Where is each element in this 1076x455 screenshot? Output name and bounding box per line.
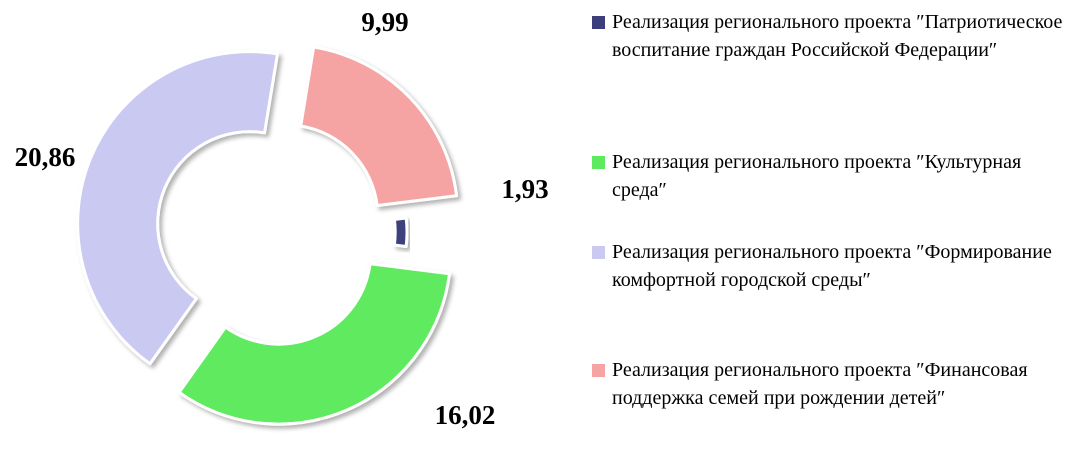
doughnut-segment — [177, 262, 451, 426]
legend-label: Реализация регионального проекта ″Патрио… — [612, 11, 1063, 61]
chart: 1,93 16,02 20,86 9,99 — [15, 7, 549, 430]
legend-label: Реализация регионального проекта ″Культу… — [612, 151, 1022, 201]
legend-item: Реализация регионального проекта ″Формир… — [592, 238, 1067, 294]
legend-swatch — [592, 16, 605, 29]
legend-item: Реализация регионального проекта ″Финанс… — [592, 356, 1067, 412]
legend-swatch — [592, 156, 605, 169]
legend-label: Реализация регионального проекта ″Формир… — [612, 241, 1052, 291]
legend-swatch — [592, 246, 605, 259]
data-label: 16,02 — [435, 400, 496, 430]
legend-swatch — [592, 364, 605, 377]
doughnut-segment — [299, 45, 459, 208]
data-label: 9,99 — [361, 7, 408, 37]
doughnut-segment — [392, 216, 409, 249]
legend-item: Реализация регионального проекта ″Культу… — [592, 148, 1067, 204]
legend-label: Реализация регионального проекта ″Финанс… — [612, 359, 1028, 409]
data-label: 20,86 — [15, 142, 76, 172]
data-label: 1,93 — [501, 174, 548, 204]
doughnut-segment — [76, 50, 279, 366]
legend-item: Реализация регионального проекта ″Патрио… — [592, 8, 1067, 64]
